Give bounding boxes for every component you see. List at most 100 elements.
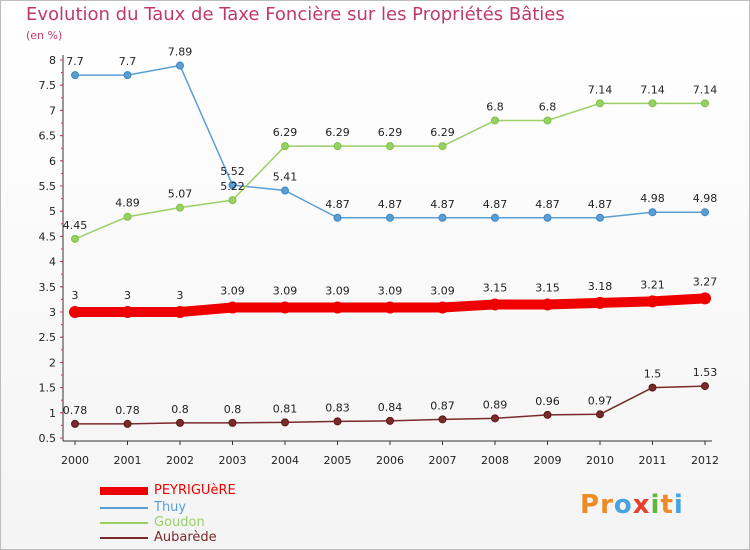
x-tick-label: 2012 <box>691 454 719 467</box>
x-tick-label: 2006 <box>376 454 404 467</box>
y-tick-label: 3 <box>49 306 56 319</box>
data-point <box>596 410 604 419</box>
legend-label-peyriguere: PEYRIGUèRE <box>154 483 236 498</box>
data-label: 6.29 <box>273 126 298 139</box>
y-tick-label: 1 <box>49 407 56 420</box>
data-label: 3.09 <box>220 284 245 297</box>
data-label: 4.98 <box>693 192 718 205</box>
data-point <box>596 213 604 222</box>
logo-letter: r <box>600 490 614 520</box>
data-point <box>228 180 237 189</box>
legend-swatch-aubarede <box>100 537 148 539</box>
legend-swatch-goudon <box>100 522 148 524</box>
data-point <box>121 306 134 318</box>
data-point <box>699 292 711 305</box>
data-label: 0.83 <box>325 401 350 414</box>
data-point <box>71 419 79 428</box>
y-tick-label: 0.5 <box>39 432 57 445</box>
data-label: 4.87 <box>430 198 455 211</box>
data-label: 7.14 <box>588 83 613 96</box>
data-label: 1.5 <box>644 368 662 381</box>
data-point <box>281 186 289 195</box>
y-tick-label: 5.5 <box>39 180 57 193</box>
data-label: 6.29 <box>378 126 403 139</box>
data-point <box>594 296 606 309</box>
data-point <box>226 301 239 314</box>
data-label: 3.09 <box>378 284 403 297</box>
data-point <box>69 306 81 318</box>
data-label: 4.87 <box>325 198 350 211</box>
data-point <box>648 383 657 392</box>
legend-swatch-peyriguere <box>100 487 148 495</box>
data-label: 7.14 <box>693 83 718 96</box>
data-label: 3 <box>177 289 184 302</box>
data-point <box>331 301 344 314</box>
data-point <box>71 234 79 243</box>
data-point <box>491 213 499 222</box>
logo-letter: t <box>660 490 674 520</box>
chart-title: Evolution du Taux de Taxe Foncière sur l… <box>26 4 565 25</box>
data-point <box>279 301 291 314</box>
data-point <box>701 99 709 108</box>
data-point <box>228 418 237 427</box>
data-label: 3.18 <box>588 280 613 293</box>
legend-swatch-thuy <box>100 507 148 509</box>
data-point <box>543 116 552 125</box>
data-label: 0.96 <box>535 395 560 408</box>
x-tick-label: 2003 <box>219 454 247 467</box>
data-label: 0.78 <box>115 404 140 417</box>
data-point <box>281 418 289 427</box>
y-tick-label: 8 <box>49 54 56 67</box>
y-tick-label: 5 <box>49 205 56 218</box>
x-tick-label: 2009 <box>534 454 562 467</box>
data-label: 7.14 <box>640 83 665 96</box>
data-point <box>438 415 447 424</box>
data-point <box>176 61 184 70</box>
data-label: 3.15 <box>535 281 560 294</box>
data-label: 4.87 <box>535 198 560 211</box>
data-point <box>281 142 289 151</box>
data-point <box>438 213 447 222</box>
logo-letter: i <box>673 490 684 520</box>
data-label: 0.78 <box>63 404 88 417</box>
data-label: 4.45 <box>63 219 88 232</box>
data-point <box>491 116 499 125</box>
y-tick-label: 4 <box>49 256 56 269</box>
data-point <box>596 99 604 108</box>
data-label: 5.41 <box>273 171 298 184</box>
logo-letter: x <box>632 490 651 520</box>
proxiti-logo: Proxiti <box>580 490 684 520</box>
data-point <box>71 71 79 80</box>
logo-letter: i <box>650 490 661 520</box>
data-point <box>543 410 552 419</box>
data-label: 6.29 <box>430 126 455 139</box>
y-tick-label: 2 <box>49 356 56 369</box>
data-label: 4.87 <box>588 198 613 211</box>
y-tick-label: 7 <box>49 104 56 117</box>
x-tick-label: 2007 <box>429 454 457 467</box>
y-axis-unit: (en %) <box>26 29 63 42</box>
data-label: 3.09 <box>273 284 298 297</box>
logo-letter: o <box>613 490 633 520</box>
data-label: 1.53 <box>693 366 718 379</box>
data-label: 0.8 <box>171 403 189 416</box>
x-tick-label: 2000 <box>61 454 89 467</box>
data-point <box>123 419 132 428</box>
data-label: 0.89 <box>483 398 508 411</box>
legend-label-thuy: Thuy <box>154 500 187 515</box>
data-label: 4.98 <box>640 192 665 205</box>
x-tick-label: 2001 <box>114 454 142 467</box>
x-tick-label: 2011 <box>639 454 667 467</box>
data-point <box>491 414 499 423</box>
data-label: 0.84 <box>378 401 403 414</box>
data-label: 3.15 <box>483 281 508 294</box>
data-point <box>176 418 184 427</box>
data-label: 0.97 <box>588 394 613 407</box>
data-label: 3 <box>124 289 131 302</box>
data-label: 0.87 <box>430 399 455 412</box>
data-point <box>646 295 659 308</box>
y-tick-label: 1.5 <box>39 382 57 395</box>
data-point <box>438 142 447 151</box>
data-point <box>648 99 657 108</box>
